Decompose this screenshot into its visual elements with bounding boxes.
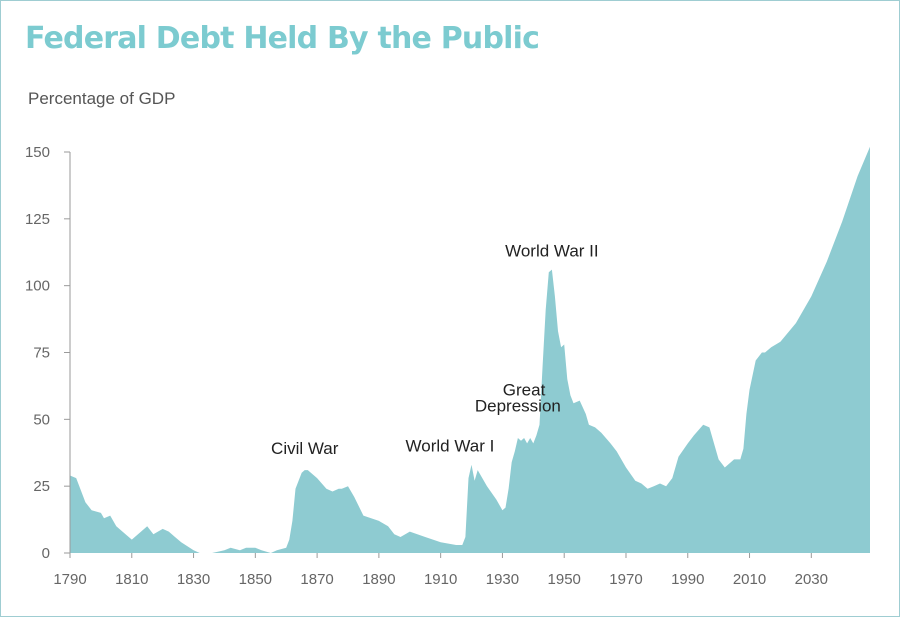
chart-subtitle: Percentage of GDP xyxy=(28,89,176,108)
chart-annotation: Depression xyxy=(475,396,561,415)
chart-annotation: World War I xyxy=(406,436,495,455)
y-tick-label: 25 xyxy=(33,478,50,495)
x-tick-label: 1810 xyxy=(115,571,148,588)
chart-annotation: Great xyxy=(503,380,546,399)
x-tick-label: 1950 xyxy=(548,571,581,588)
y-tick-label: 150 xyxy=(25,144,50,161)
y-tick-label: 100 xyxy=(25,278,50,295)
x-tick-label: 1890 xyxy=(362,571,395,588)
chart-annotation: Civil War xyxy=(271,439,339,458)
x-tick-label: 1850 xyxy=(239,571,272,588)
x-tick-label: 1910 xyxy=(424,571,457,588)
y-tick-label: 75 xyxy=(33,345,50,362)
x-tick-label: 1970 xyxy=(609,571,642,588)
x-tick-label: 1830 xyxy=(177,571,210,588)
x-tick-label: 1990 xyxy=(671,571,704,588)
x-tick-label: 1930 xyxy=(486,571,519,588)
y-tick-label: 0 xyxy=(42,545,50,562)
chart-annotation: World War II xyxy=(505,241,599,260)
x-tick-label: 2010 xyxy=(733,571,766,588)
chart-title: Federal Debt Held By the Public xyxy=(25,21,540,56)
x-tick-label: 1870 xyxy=(300,571,333,588)
x-tick-label: 2030 xyxy=(795,571,828,588)
x-tick-label: 1790 xyxy=(53,571,86,588)
y-tick-label: 50 xyxy=(33,411,50,428)
debt-area-series xyxy=(70,146,870,553)
y-tick-label: 125 xyxy=(25,211,50,228)
